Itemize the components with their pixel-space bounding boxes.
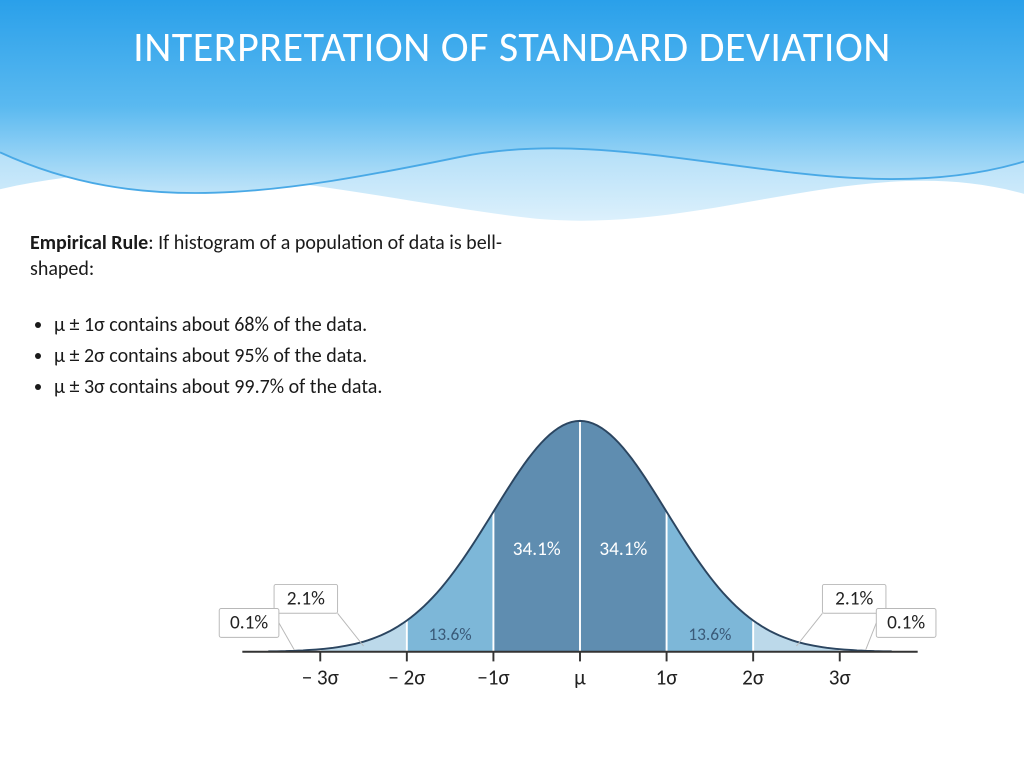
callout-label: 2.1%	[835, 588, 873, 611]
axis-tick-label: 1σ	[656, 664, 678, 690]
bullet-1sigma: μ ± 1σ contains about 68% of the data.	[54, 310, 382, 341]
axis-tick-label: 2σ	[742, 664, 764, 690]
tail-callout-label: 0.1%	[230, 612, 268, 635]
empirical-rule-intro: Empirical Rule: If histogram of a popula…	[30, 230, 550, 282]
slide: INTERPRETATION OF STANDARD DEVIATION Emp…	[0, 0, 1024, 768]
region-pct-label: 13.6%	[429, 624, 472, 645]
region-pct-label: 34.1%	[513, 538, 561, 561]
bell-curve-chart: − 3σ − 2σ −1σ μ 1σ 2σ 3σ 13.6% 34.1% 34.1% 13.6% 2.…	[200, 390, 960, 750]
region-pct-label: 34.1%	[599, 538, 647, 561]
axis-tick-label: − 2σ	[388, 664, 425, 690]
bell-region	[580, 421, 667, 652]
tail-leader	[279, 623, 294, 650]
bell-region	[493, 421, 580, 652]
callout-leader	[796, 613, 822, 646]
callout-leader	[338, 613, 364, 646]
callout-label: 2.1%	[287, 588, 325, 611]
axis-tick-label: − 3σ	[302, 664, 339, 690]
axis-tick-label: 3σ	[829, 664, 851, 690]
tail-callout-label: 0.1%	[887, 612, 925, 635]
axis-tick-label: −1σ	[477, 664, 510, 690]
axis-tick-label: μ	[574, 664, 586, 690]
empirical-rule-label: Empirical Rule	[30, 231, 148, 255]
bullet-2sigma: μ ± 2σ contains about 95% of the data.	[54, 341, 382, 372]
region-pct-label: 13.6%	[688, 624, 731, 645]
slide-title: INTERPRETATION OF STANDARD DEVIATION	[0, 22, 1024, 73]
tail-leader	[866, 623, 877, 650]
